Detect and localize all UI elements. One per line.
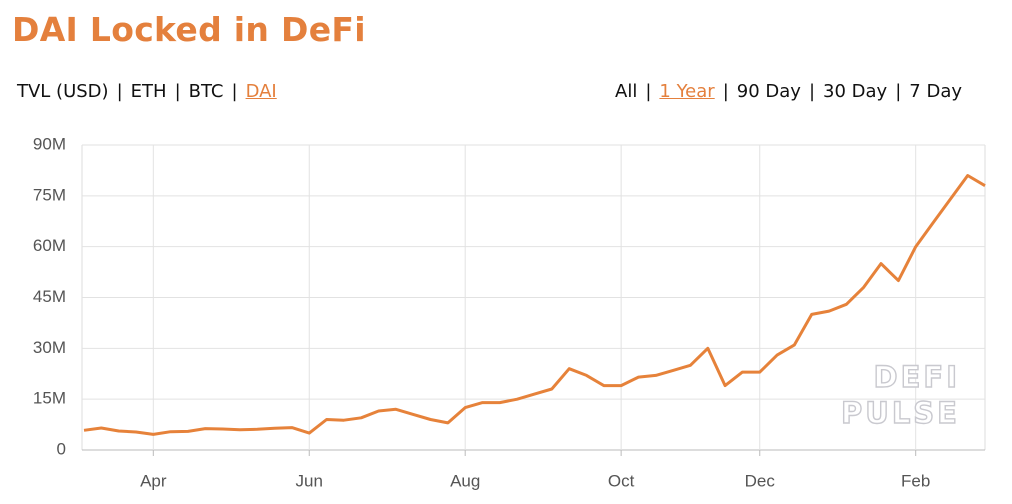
data-line [83, 174, 986, 436]
metric-tabs: TVL (USD) | ETH | BTC | DAI [17, 81, 277, 102]
y-tick-label: 90M [33, 134, 66, 153]
x-tick-label: Jun [296, 471, 323, 490]
y-tick-label: 60M [33, 236, 66, 255]
separator: | [174, 81, 181, 102]
tab[interactable]: 30 Day [823, 81, 888, 102]
x-tick-label: Apr [140, 471, 167, 490]
y-tick-label: 45M [33, 287, 66, 306]
y-tick-label: 0 [57, 439, 66, 458]
tab[interactable]: DAI [245, 81, 277, 102]
tab[interactable]: 1 Year [659, 81, 715, 102]
tab[interactable]: 7 Day [909, 81, 962, 102]
separator: | [645, 81, 652, 102]
y-tick-label: 15M [33, 389, 66, 408]
chart-title: DAI Locked in DeFi [12, 10, 366, 49]
range-tabs: All | 1 Year | 90 Day | 30 Day | 7 Day [615, 81, 962, 102]
y-tick-label: 75M [33, 185, 66, 204]
tab[interactable]: All [615, 81, 638, 102]
watermark: DEFI [874, 360, 960, 394]
y-tick-label: 30M [33, 338, 66, 357]
separator: | [895, 81, 902, 102]
tab[interactable]: ETH [130, 81, 167, 102]
separator: | [231, 81, 238, 102]
tab[interactable]: TVL (USD) [17, 81, 109, 102]
separator: | [722, 81, 729, 102]
x-tick-label: Aug [450, 471, 480, 490]
x-tick-label: Dec [745, 471, 776, 490]
x-tick-label: Feb [901, 471, 930, 490]
tab[interactable]: BTC [188, 81, 224, 102]
watermark: PULSE [841, 396, 960, 430]
tab[interactable]: 90 Day [736, 81, 801, 102]
x-tick-label: Oct [608, 471, 635, 490]
separator: | [808, 81, 816, 102]
separator: | [116, 81, 123, 102]
